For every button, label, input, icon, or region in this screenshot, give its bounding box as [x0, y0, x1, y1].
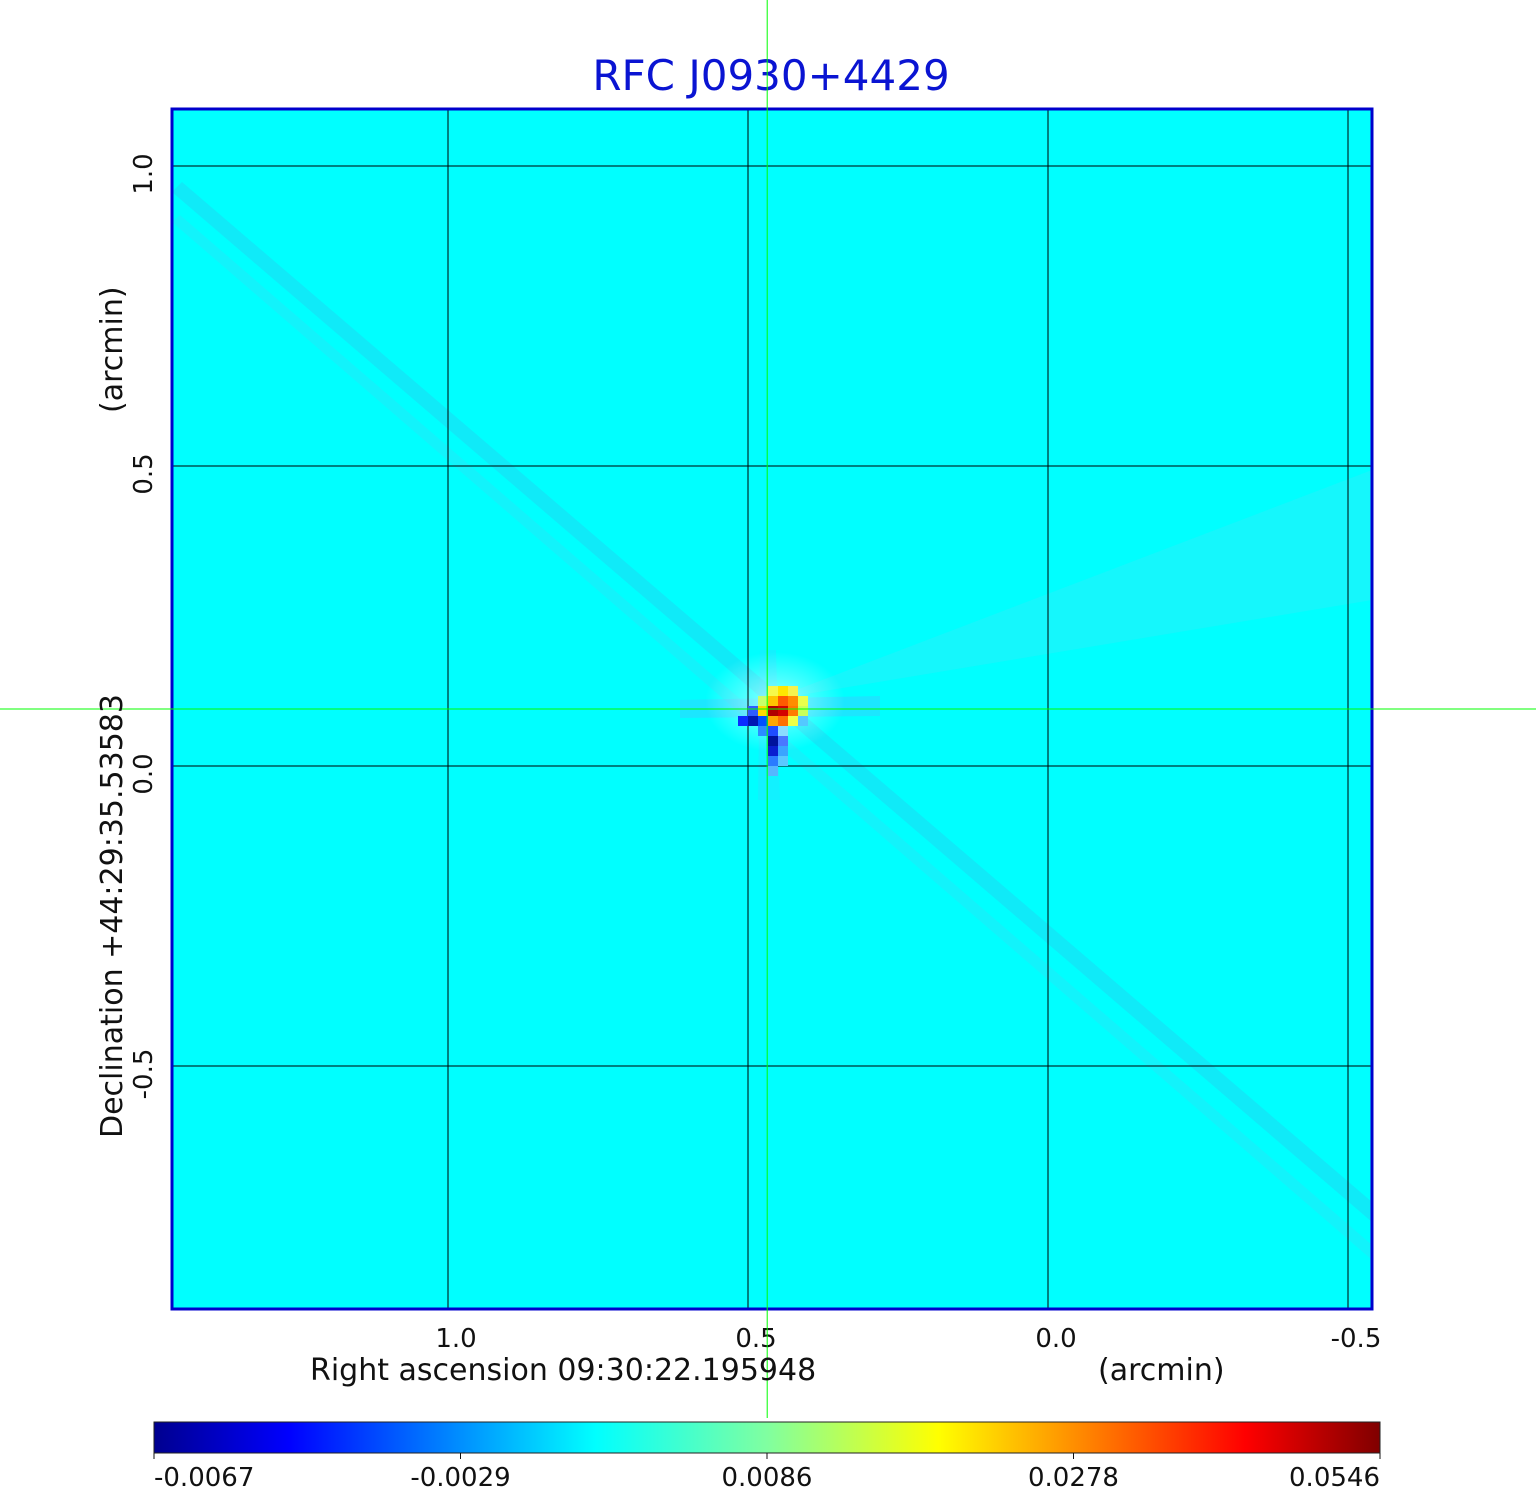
colorbar-tick-label: -0.0029 [410, 1463, 510, 1493]
x-tick-label: 0.5 [735, 1324, 776, 1354]
sidelobe-upper-right-fan [770, 470, 1372, 700]
x-tick-labels: 1.0 0.5 0.0 -0.5 [435, 1324, 1381, 1354]
source-pixel [778, 746, 788, 756]
y-tick-label: -0.5 [129, 1049, 159, 1100]
source-pixel [798, 716, 808, 726]
source-pixel [758, 726, 768, 736]
source-pixel [748, 716, 758, 726]
source-pixel [768, 686, 778, 696]
colorbar-gradient [153, 1421, 1381, 1454]
source-pixel [758, 696, 768, 706]
source-pixel [768, 736, 778, 746]
source-pixel [768, 726, 778, 736]
source-pixel [768, 756, 778, 766]
source-pixel [798, 696, 808, 706]
source-pixel [788, 706, 798, 716]
colorbar: -0.0067 -0.0029 0.0086 0.0278 0.0546 [153, 1421, 1381, 1493]
source-pixel [798, 706, 808, 716]
plot-area: 1.0 0.5 0.0 -0.5 1.0 0.5 0.0 -0.5 [129, 107, 1381, 1354]
y-tick-labels: 1.0 0.5 0.0 -0.5 [129, 153, 159, 1099]
source-pixel [768, 696, 778, 706]
source-pixel [768, 716, 778, 726]
source-pixel [778, 686, 788, 696]
source-pixel [748, 706, 758, 716]
source-pixel [788, 696, 798, 706]
colorbar-tick-label: 0.0086 [722, 1463, 813, 1493]
x-tick-label: 0.0 [1035, 1324, 1076, 1354]
source-pixel [768, 706, 778, 716]
source-pixel [758, 716, 768, 726]
y-axis-label: Declination +44:29:35.53583 [95, 694, 130, 1138]
colorbar-tick-label: 0.0546 [1289, 1463, 1380, 1493]
y-tick-label: 0.5 [129, 453, 159, 494]
source-pixel [778, 706, 788, 716]
y-tick-label: 0.0 [129, 753, 159, 794]
chart-title: RFC J0930+4429 [592, 51, 949, 100]
source-pixel [768, 746, 778, 756]
source-pixel [768, 766, 778, 776]
source-pixel [778, 696, 788, 706]
colorbar-tick-labels: -0.0067 -0.0029 0.0086 0.0278 0.0546 [153, 1453, 1381, 1493]
y-axis-unit: (arcmin) [95, 286, 130, 413]
source-pixels [738, 686, 808, 776]
x-tick-label: 1.0 [435, 1324, 476, 1354]
colorbar-tick-label: 0.0278 [1028, 1463, 1119, 1493]
y-tick-label: 1.0 [129, 153, 159, 194]
source-pixel [778, 716, 788, 726]
source-pixel [778, 756, 788, 766]
colorbar-tick-label: -0.0067 [154, 1463, 254, 1493]
x-axis-unit: (arcmin) [1098, 1353, 1225, 1388]
source-pixel [788, 686, 798, 696]
source-pixel [788, 716, 798, 726]
source-pixel [758, 706, 768, 716]
x-tick-label: -0.5 [1331, 1324, 1382, 1354]
source-pixel [738, 716, 748, 726]
source-pixel [778, 736, 788, 746]
x-axis-label: Right ascension 09:30:22.195948 [310, 1353, 816, 1388]
source-pixel [778, 726, 788, 736]
